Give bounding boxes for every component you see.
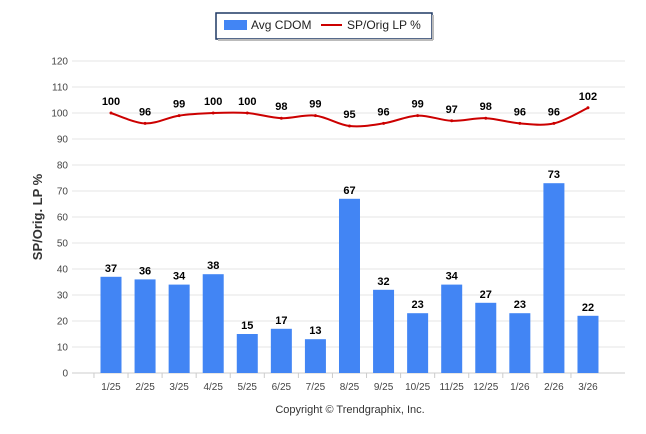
line-point [484, 116, 488, 120]
line-point [143, 121, 147, 125]
y-tick-label: 10 [57, 343, 69, 354]
line-point [279, 116, 283, 120]
y-tick-label: 70 [57, 187, 69, 198]
line-data-label: 98 [275, 101, 287, 113]
x-tick-label: 4/25 [203, 382, 223, 393]
x-tick-label: 10/25 [405, 382, 430, 393]
legend-sp-orig: SP/Orig LP % [347, 18, 421, 32]
line-point [450, 119, 454, 123]
legend-avg-cdom: Avg CDOM [251, 18, 311, 32]
y-tick-label: 110 [52, 83, 68, 94]
y-tick-label: 120 [51, 57, 68, 68]
bar [270, 328, 292, 373]
y-tick-label: 30 [57, 291, 69, 302]
x-tick-label: 7/25 [306, 382, 326, 393]
bar-data-label: 37 [105, 263, 117, 275]
bar-data-label: 27 [480, 289, 492, 301]
x-tick-label: 2/26 [544, 382, 564, 393]
line-series: 100 96 99 100 100 98 99 95 96 99 97 98 96 96 102 [102, 91, 597, 128]
bar-data-label: 67 [343, 185, 355, 197]
y-tick-label: 40 [57, 265, 69, 276]
x-tick-label: 6/25 [272, 382, 292, 393]
y-axis-ticks: 0 10 20 30 40 50 60 70 80 90 100 110 120 [51, 57, 68, 380]
line-point [586, 106, 590, 110]
bar [168, 284, 190, 373]
bar-data-label: 38 [207, 260, 219, 272]
bar [373, 289, 395, 373]
bar [407, 313, 429, 373]
x-tick-label: 9/25 [374, 382, 394, 393]
bar-data-label: 73 [548, 169, 560, 181]
line-data-label: 96 [139, 106, 151, 118]
line-data-label: 100 [238, 96, 256, 108]
line-point [382, 121, 386, 125]
bar [475, 302, 497, 373]
y-tick-label: 20 [57, 317, 69, 328]
line-point [518, 121, 522, 125]
y-tick-label: 80 [57, 161, 69, 172]
line-point [177, 114, 181, 118]
x-axis-ticks: 1/25 2/25 3/25 4/25 5/25 6/25 7/25 8/25 9/25 10/2… [93, 373, 598, 393]
bar-data-label: 34 [446, 271, 459, 283]
line-data-label: 100 [102, 96, 120, 108]
bars: 37 36 34 38 15 17 13 67 32 23 34 27 23 73 22 [100, 169, 599, 373]
x-tick-label: 3/25 [169, 382, 189, 393]
bar-data-label: 22 [582, 302, 594, 314]
x-tick-label: 2/25 [135, 382, 155, 393]
y-tick-label: 60 [57, 213, 69, 224]
bar [100, 276, 122, 373]
bar-data-label: 36 [139, 265, 151, 277]
x-tick-label: 12/25 [473, 382, 498, 393]
line-data-label: 97 [446, 104, 458, 116]
line-point [211, 111, 215, 115]
bar-data-label: 15 [241, 320, 253, 332]
bar-data-label: 17 [275, 315, 287, 327]
line-point [245, 111, 249, 115]
bar [543, 183, 565, 373]
line-point [347, 124, 351, 128]
line-point [313, 114, 317, 118]
y-tick-label: 100 [51, 109, 68, 120]
y-tick-label: 90 [57, 135, 69, 146]
line-data-label: 96 [377, 106, 389, 118]
bar-data-label: 34 [173, 271, 186, 283]
y-tick-label: 50 [57, 239, 69, 250]
bar [202, 274, 224, 373]
line-data-label: 96 [548, 106, 560, 118]
bar-data-label: 32 [377, 276, 389, 288]
x-tick-label: 1/25 [101, 382, 121, 393]
bar [441, 284, 463, 373]
line-data-label: 102 [579, 91, 597, 103]
line-data-label: 99 [309, 99, 321, 111]
line-data-label: 99 [412, 99, 424, 111]
x-tick-label: 8/25 [340, 382, 360, 393]
copyright: Copyright © Trendgraphix, Inc. [275, 404, 424, 416]
x-tick-label: 5/25 [238, 382, 258, 393]
x-tick-label: 1/26 [510, 382, 530, 393]
x-tick-label: 11/25 [440, 382, 465, 393]
y-tick-label: 0 [62, 369, 68, 380]
bar [577, 315, 599, 373]
bar [236, 334, 258, 373]
line-data-label: 98 [480, 101, 492, 113]
bar [338, 198, 360, 373]
legend: Avg CDOM SP/Orig LP % [215, 12, 434, 41]
line-data-label: 99 [173, 99, 185, 111]
bar-data-label: 23 [412, 299, 424, 311]
line-data-label: 96 [514, 106, 526, 118]
bar-data-label: 13 [309, 325, 321, 337]
legend-bar-swatch [224, 20, 247, 30]
line-point [416, 114, 420, 118]
bar [134, 279, 156, 373]
x-tick-label: 3/26 [578, 382, 598, 393]
line-data-label: 95 [343, 109, 355, 121]
bar [304, 339, 326, 373]
line-data-label: 100 [204, 96, 222, 108]
line-point [552, 121, 556, 125]
y-axis-label: SP/Orig. LP % [30, 173, 45, 260]
bar-data-label: 23 [514, 299, 526, 311]
bar [509, 313, 531, 373]
line-point [109, 111, 113, 115]
